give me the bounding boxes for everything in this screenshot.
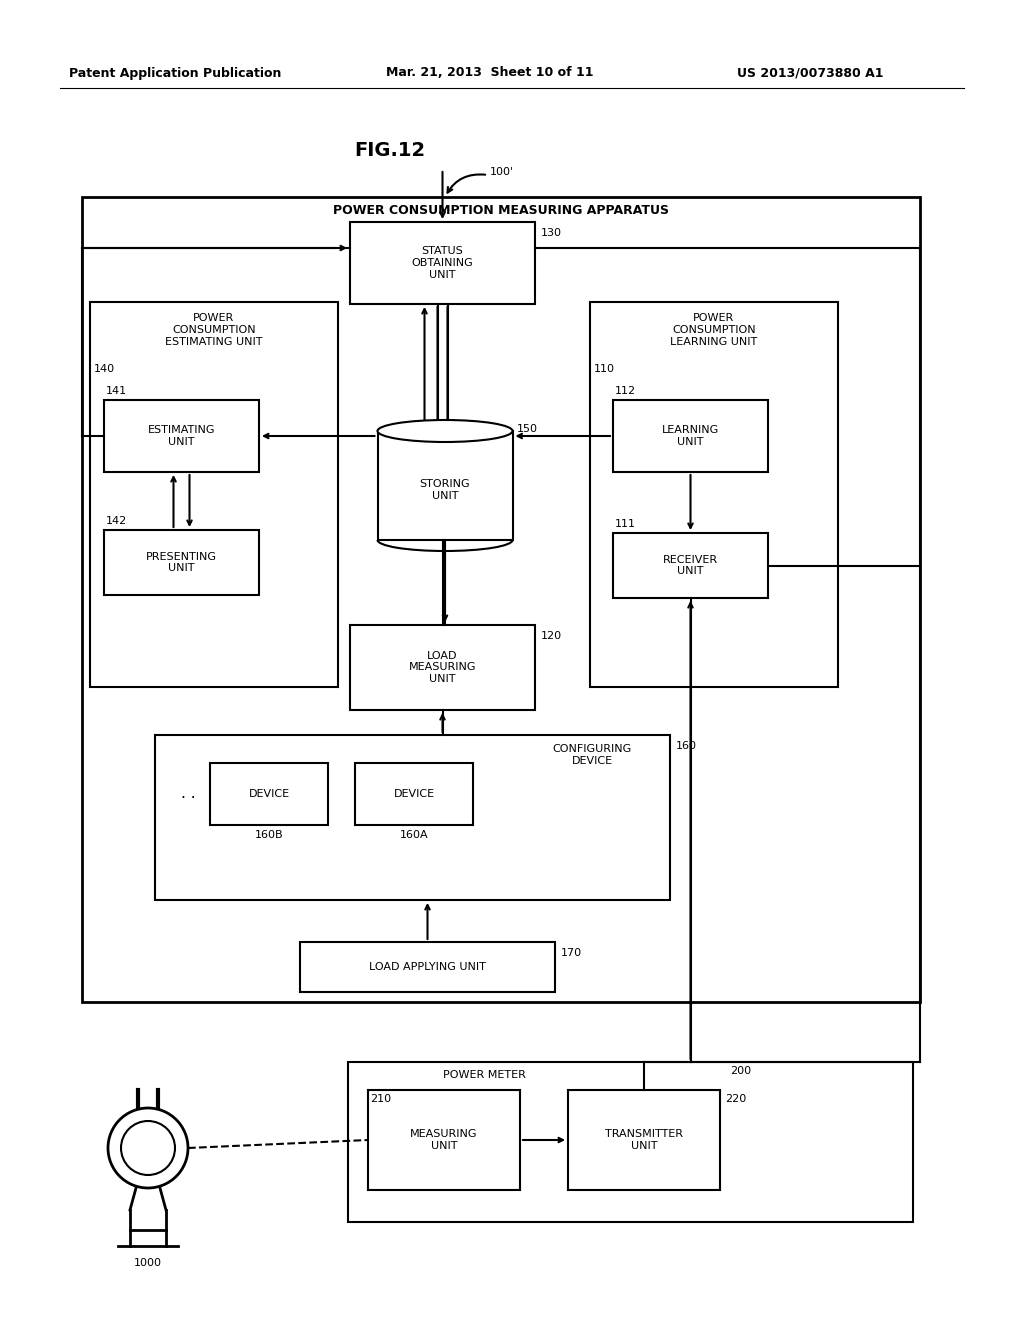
Text: 160B: 160B: [255, 830, 284, 840]
Text: CONFIGURING
DEVICE: CONFIGURING DEVICE: [552, 744, 632, 766]
Bar: [355, 763, 473, 825]
Text: LOAD APPLYING UNIT: LOAD APPLYING UNIT: [369, 962, 486, 972]
Text: 210: 210: [370, 1094, 391, 1104]
Text: 160A: 160A: [399, 830, 428, 840]
Text: RECEIVER
UNIT: RECEIVER UNIT: [663, 554, 718, 577]
Text: 141: 141: [106, 385, 127, 396]
Bar: [613, 400, 768, 473]
Text: POWER
CONSUMPTION
ESTIMATING UNIT: POWER CONSUMPTION ESTIMATING UNIT: [165, 313, 263, 347]
Bar: [348, 1063, 913, 1222]
Bar: [378, 432, 512, 540]
Bar: [350, 222, 535, 304]
Text: 111: 111: [615, 519, 636, 529]
Text: 100': 100': [490, 168, 514, 177]
Text: POWER CONSUMPTION MEASURING APPARATUS: POWER CONSUMPTION MEASURING APPARATUS: [333, 205, 669, 218]
Text: 142: 142: [106, 516, 127, 525]
Text: 220: 220: [725, 1094, 746, 1104]
Text: 200: 200: [730, 1067, 752, 1076]
Text: . .: . .: [180, 787, 196, 801]
Ellipse shape: [378, 420, 512, 442]
Bar: [82, 197, 920, 1002]
Text: Patent Application Publication: Patent Application Publication: [69, 66, 282, 79]
Bar: [210, 763, 328, 825]
Text: MEASURING
UNIT: MEASURING UNIT: [411, 1129, 478, 1151]
Text: 112: 112: [615, 385, 636, 396]
Text: 160: 160: [676, 741, 697, 751]
Text: PRESENTING
UNIT: PRESENTING UNIT: [146, 552, 217, 573]
Text: DEVICE: DEVICE: [393, 789, 434, 799]
Text: LEARNING
UNIT: LEARNING UNIT: [662, 425, 719, 446]
Bar: [568, 1090, 720, 1191]
Bar: [613, 533, 768, 598]
Text: LOAD
MEASURING
UNIT: LOAD MEASURING UNIT: [409, 651, 476, 684]
Text: 1000: 1000: [134, 1258, 162, 1269]
Text: 170: 170: [561, 948, 582, 958]
Text: STORING
UNIT: STORING UNIT: [420, 479, 470, 500]
Bar: [90, 302, 338, 686]
Text: POWER
CONSUMPTION
LEARNING UNIT: POWER CONSUMPTION LEARNING UNIT: [671, 313, 758, 347]
Text: 150: 150: [516, 424, 538, 434]
Text: TRANSMITTER
UNIT: TRANSMITTER UNIT: [605, 1129, 683, 1151]
Text: DEVICE: DEVICE: [249, 789, 290, 799]
Text: STATUS
OBTAINING
UNIT: STATUS OBTAINING UNIT: [412, 247, 473, 280]
Text: 110: 110: [594, 364, 615, 374]
Text: 120: 120: [541, 631, 562, 642]
Text: US 2013/0073880 A1: US 2013/0073880 A1: [736, 66, 884, 79]
Bar: [300, 942, 555, 993]
Text: FIG.12: FIG.12: [354, 140, 426, 160]
Bar: [368, 1090, 520, 1191]
Bar: [104, 531, 259, 595]
Bar: [350, 624, 535, 710]
Text: POWER METER: POWER METER: [443, 1071, 526, 1080]
Text: ESTIMATING
UNIT: ESTIMATING UNIT: [147, 425, 215, 446]
Text: 130: 130: [541, 228, 562, 238]
Bar: [590, 302, 838, 686]
Text: Mar. 21, 2013  Sheet 10 of 11: Mar. 21, 2013 Sheet 10 of 11: [386, 66, 594, 79]
Text: 140: 140: [94, 364, 115, 374]
Bar: [104, 400, 259, 473]
Bar: [155, 735, 670, 900]
